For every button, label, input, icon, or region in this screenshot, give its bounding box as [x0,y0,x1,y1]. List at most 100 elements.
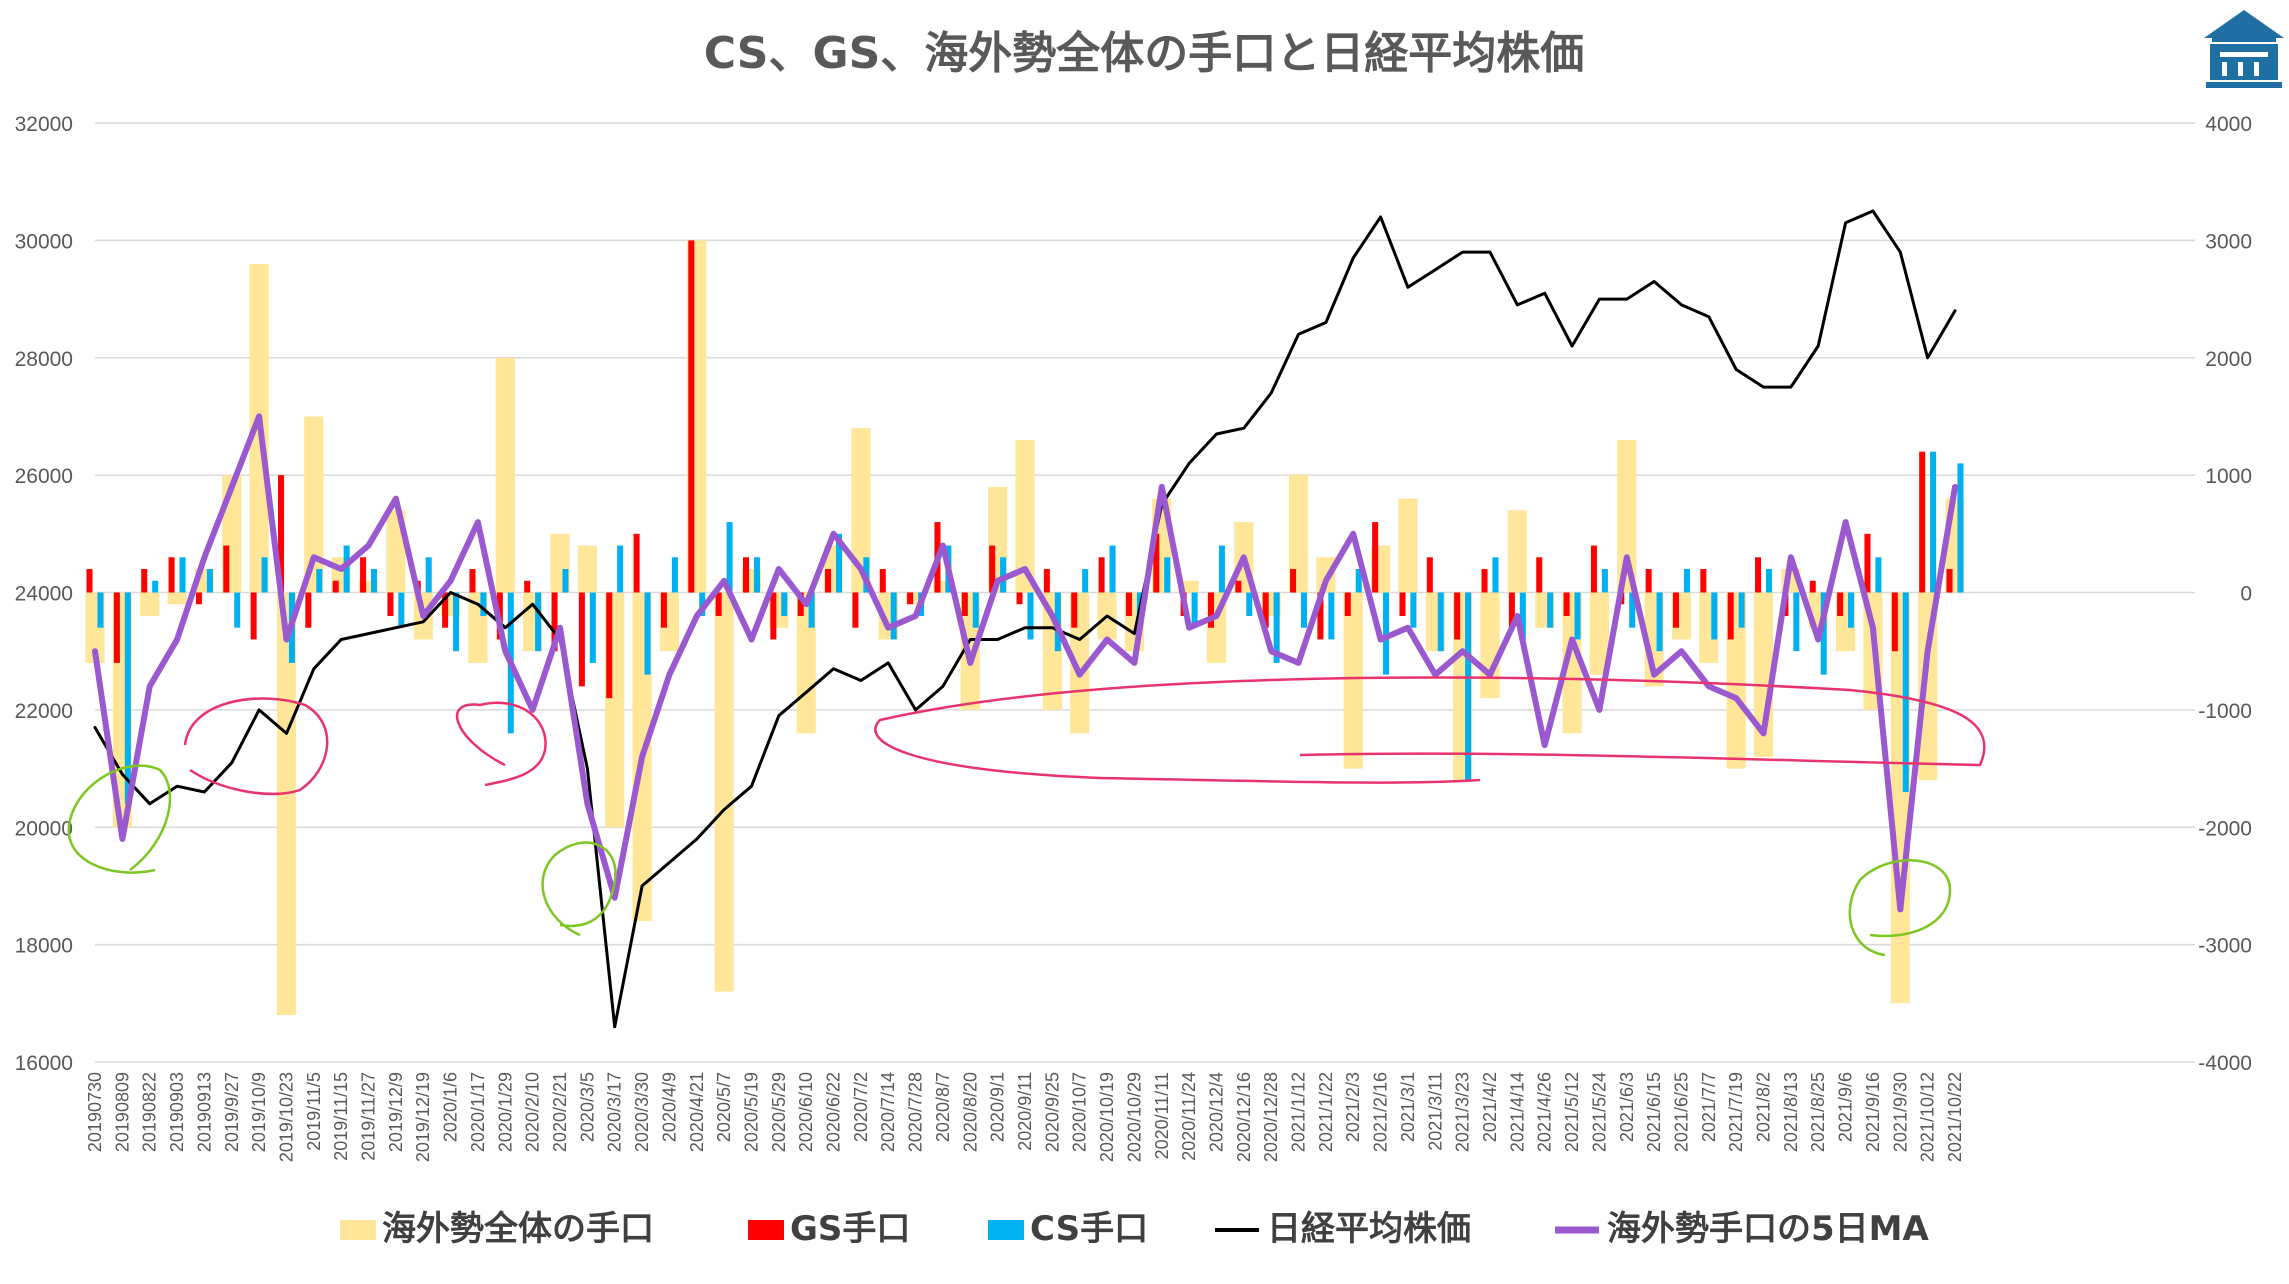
x-tick-label: 2020/7/2 [851,1072,871,1142]
bar-cs [535,592,542,652]
bar-overseas [1617,439,1637,593]
x-tick-label: 20190903 [167,1072,187,1152]
x-tick-label: 2021/9/30 [1890,1072,1910,1152]
annotation-circle-green [1848,859,1952,957]
bar-overseas [1015,439,1035,593]
bar-cs [1683,569,1690,593]
bar-gs [1919,451,1926,593]
bar-cs [562,569,569,593]
bar-cs [1383,592,1390,675]
y-right-tick-label: -3000 [2198,935,2252,958]
bar-gs [1891,592,1898,652]
bar-gs [797,592,804,616]
y-left-tick-label: 32000 [15,113,73,136]
bar-cs [152,580,159,593]
bar-gs [1317,592,1324,640]
bar-cs [1738,592,1745,628]
legend: 海外勢全体の手口 GS手口 CS手口 日経平均株価 海外勢手口の5日MA [340,1209,1929,1249]
bar-cs [835,533,843,593]
legend-swatch [340,1220,376,1240]
y-left-tick-label: 16000 [15,1052,73,1075]
x-tick-label: 2020/5/7 [714,1072,734,1142]
bar-gs [1590,545,1597,593]
x-tick-label: 2020/1/29 [495,1072,515,1152]
y-right-tick-label: 0 [2240,583,2252,606]
bar-gs [879,569,886,593]
bar-gs [1372,522,1379,593]
bar-cs [1492,557,1499,593]
bar-cs [1519,592,1526,640]
bar-gs [742,557,750,593]
x-tick-label: 2020/8/7 [933,1072,953,1142]
x-tick-label: 2019/9/27 [222,1072,242,1152]
bar-overseas [1343,592,1363,769]
x-tick-label: 2021/8/2 [1754,1072,1774,1142]
x-tick-label: 2021/8/25 [1808,1072,1828,1152]
bar-gs [360,557,367,593]
bar-gs [113,592,120,663]
bar-cs [1465,592,1472,781]
x-tick-label: 2019/12/9 [386,1072,406,1152]
x-tick-label: 2021/7/19 [1726,1072,1746,1152]
bar-overseas [304,416,324,593]
bar-cs [589,592,596,663]
bar-cs [808,592,815,628]
bar-cs [1574,592,1581,640]
x-tick-label: 2020/12/16 [1234,1072,1254,1162]
bar-overseas [851,428,871,593]
bar-cs [1273,592,1280,663]
bar-gs [1946,569,1953,593]
bar-cs [316,569,323,593]
bar-cs [1218,545,1225,593]
bar-gs [1481,569,1488,593]
bar-cs [1601,569,1608,593]
bar-cs [1656,592,1663,652]
bar-gs [606,592,613,699]
x-tick-label: 2020/5/19 [741,1072,761,1152]
bar-cs [1437,592,1444,652]
bar-gs [688,240,695,593]
x-tick-label: 2020/10/19 [1097,1072,1117,1162]
bar-gs [825,569,832,593]
bar-overseas [1179,580,1199,593]
bar-gs [332,580,339,593]
x-tick-label: 2020/6/10 [796,1072,816,1152]
bar-gs [660,592,667,628]
bar-gs [989,545,996,593]
y-left-tick-label: 24000 [15,583,73,606]
bar-gs [1426,557,1433,593]
bar-gs [1125,592,1132,616]
x-tick-label: 2021/4/2 [1480,1072,1500,1142]
x-tick-label: 2019/11/5 [304,1072,324,1151]
y-left-tick-label: 26000 [15,465,73,488]
bar-cs [453,592,460,652]
x-tick-label: 2021/2/16 [1371,1072,1391,1152]
chart-title: CS、GS、海外勢全体の手口と日経平均株価 [704,28,1585,79]
legend-label: 日経平均株価 [1267,1209,1471,1249]
x-tick-label: 2021/10/12 [1918,1072,1938,1162]
x-tick-label: 2020/11/24 [1179,1072,1199,1161]
x-tick-label: 2021/4/14 [1507,1072,1527,1152]
bar-cs [1765,569,1773,593]
bar-gs [1508,592,1515,628]
bar-gs [277,475,285,593]
bar-cs [1875,557,1882,593]
x-tick-label: 2020/2/21 [550,1072,570,1152]
bar-cs [644,592,651,675]
bar-cs [1793,592,1800,652]
bar-cs [617,545,624,593]
x-tick-label: 2020/6/22 [824,1072,844,1152]
bar-gs [195,592,202,605]
bar-overseas [906,592,926,605]
annotation-circle-pink [183,697,329,796]
bar-cs [1820,592,1827,675]
x-tick-label: 20190822 [140,1072,160,1152]
bar-gs [1755,557,1762,593]
bar-cs [1246,592,1253,616]
bar-cs [972,592,979,628]
y-left-tick-label: 28000 [15,348,73,371]
bar-overseas [276,592,297,1016]
x-tick-label: 2021/4/26 [1535,1072,1555,1152]
y-right-tick-label: 2000 [2205,348,2252,371]
x-tick-label: 2021/1/12 [1289,1072,1309,1152]
